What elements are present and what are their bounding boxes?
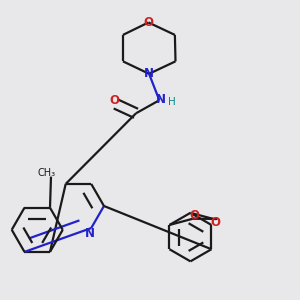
Text: O: O: [210, 216, 220, 229]
Text: O: O: [109, 94, 119, 107]
Text: N: N: [156, 93, 166, 106]
Text: O: O: [143, 16, 153, 29]
Text: CH₃: CH₃: [37, 168, 56, 178]
Text: O: O: [189, 209, 199, 222]
Text: H: H: [168, 97, 176, 107]
Text: N: N: [85, 227, 95, 240]
Text: N: N: [144, 67, 154, 80]
